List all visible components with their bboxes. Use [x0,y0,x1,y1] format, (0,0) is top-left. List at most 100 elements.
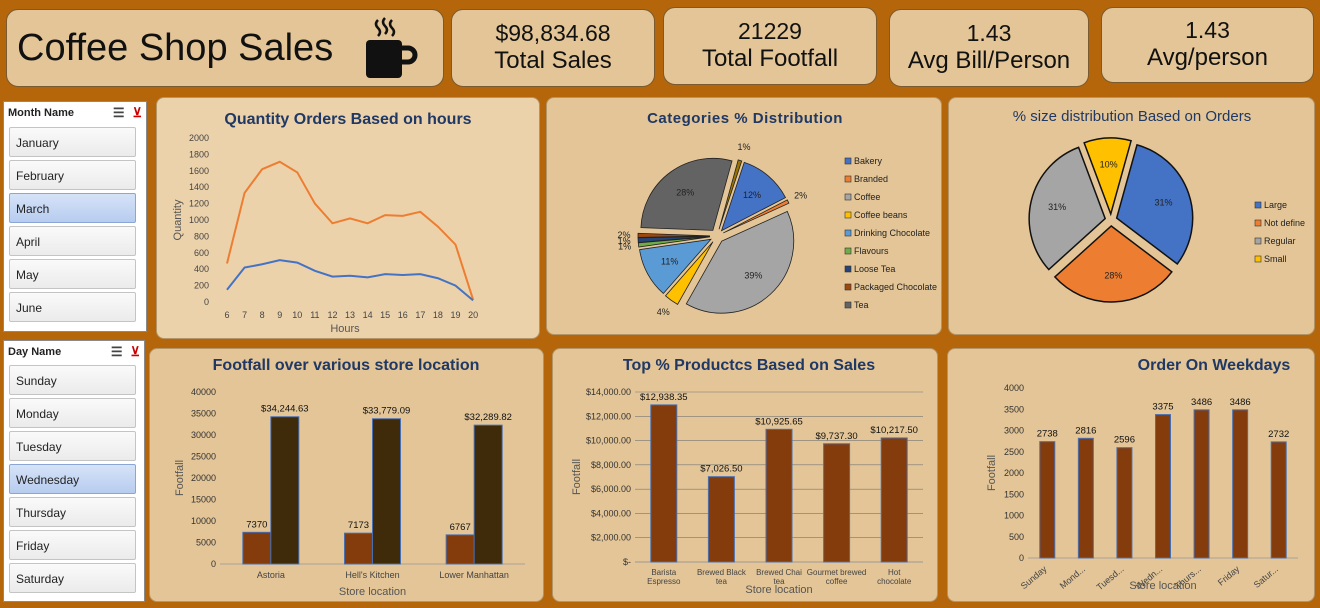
pie-slice [637,232,711,238]
data-label: 31% [1154,197,1172,207]
bar [823,443,851,563]
page-title: Coffee Shop Sales [17,26,334,69]
data-label: 2% [794,190,807,200]
x-tick-label: Barista [651,568,676,577]
multi-select-icon[interactable]: ☰ [112,105,125,120]
slicer-item-tuesday[interactable]: Tuesday [9,431,136,461]
legend-entry: Coffee [854,192,880,202]
y-tick-label: 2500 [1004,447,1024,457]
pie-slice [639,238,712,295]
clear-filter-icon[interactable]: ⊻ [132,105,142,120]
kpi-value: 1.43 [966,20,1012,47]
data-label: 2% [617,230,630,240]
slicer-item-june[interactable]: June [9,292,136,322]
pie-slice [640,157,733,231]
data-label: 12% [743,190,761,200]
data-label: 3375 [1152,402,1173,413]
y-tick-label: 1000 [1004,511,1024,521]
legend-swatch [1254,255,1262,263]
pie-slice [718,159,743,230]
y-tick-label: 1500 [1004,489,1024,499]
slicer-item-saturday[interactable]: Saturday [9,563,136,593]
x-tick-label: 10 [292,310,302,320]
x-tick-label: Mond... [1058,564,1087,591]
pie-slice [1028,146,1107,271]
slicer-item-may[interactable]: May [9,259,136,289]
x-tick-label: Astoria [257,570,285,580]
slicer-item-thursday[interactable]: Thursday [9,497,136,527]
legend-entry: Flavours [854,246,889,256]
legend-entry: Loose Tea [854,264,895,274]
kpi-avg-person: 1.43 Avg/person [1101,7,1314,83]
legend-swatch [844,229,852,237]
chart-title: Footfall over various store location [213,357,480,374]
data-label: 31% [1048,202,1066,212]
y-tick-label: 1000 [189,215,209,225]
y-tick-label: 35000 [191,409,216,419]
legend-swatch [844,265,852,273]
slicer-item-march[interactable]: March [9,193,136,223]
clear-filter-icon[interactable]: ⊻ [130,344,140,359]
x-axis-label: Hours [330,323,360,335]
slicer-item-friday[interactable]: Friday [9,530,136,560]
data-label: 7370 [246,519,267,530]
x-tick-label: 6 [224,310,229,320]
slicer-item-april[interactable]: April [9,226,136,256]
y-axis-label: Quantity [172,199,184,240]
kpi-label: Avg Bill/Person [907,46,1071,74]
title-card: Coffee Shop Sales [6,9,444,87]
legend-swatch [844,193,852,201]
categories-pie-chart: Categories % Distribution 12% 2% 39% 4% 11% 1%… [617,110,937,317]
y-tick-label: 600 [194,248,209,258]
legend-entry: Bakery [854,156,883,166]
legend-entry: Regular [1264,236,1296,246]
slicer-title: Month Name [8,107,74,119]
data-label: 1% [738,142,751,152]
slicer-item-february[interactable]: February [9,160,136,190]
x-axis-label: Store location [1129,580,1196,592]
pie-slice [1053,225,1173,303]
slicer-item-wednesday[interactable]: Wednesday [9,464,136,494]
y-tick-label: 1600 [189,166,209,176]
chart-title: Top % Productcs Based on Sales [623,357,875,374]
slicer-item-sunday[interactable]: Sunday [9,365,136,395]
x-tick-label: Hot [888,568,901,577]
kpi-label: Total Footfall [701,44,839,72]
legend-swatch [1254,201,1262,209]
x-tick-label: 20 [468,310,478,320]
data-label: 2596 [1114,435,1135,446]
y-tick-label: 25000 [191,452,216,462]
y-tick-label: 40000 [191,387,216,397]
kpi-value: $98,834.68 [495,20,611,47]
bar [707,476,735,563]
slicer-item-monday[interactable]: Monday [9,398,136,428]
x-tick-label: 7 [242,310,247,320]
chart-title: Order On Weekdays [1138,357,1291,374]
data-label: $32,289.82 [464,412,512,423]
pie-slice [664,241,714,305]
y-tick-label: 4000 [1004,383,1024,393]
legend-swatch [844,157,852,165]
legend-entry: Drinking Chocolate [854,228,930,238]
y-tick-label: $2,000.00 [591,533,631,543]
x-tick-label: tea [716,577,728,586]
pie-slice [1115,143,1194,265]
footfall-chart-panel: Footfall over various store location 0 500… [149,348,544,602]
weekdays-bar-chart: Order On Weekdays 0 500 1000 1500 2000 2500 300… [986,357,1298,592]
slicer-item-january[interactable]: January [9,127,136,157]
legend-swatch [844,301,852,309]
series-line-1 [226,160,475,300]
multi-select-icon[interactable]: ☰ [110,344,123,359]
legend-entry: Small [1264,254,1287,264]
size-pie-chart: % size distribution Based on Orders 31% 28… [1013,108,1305,303]
slicer-title: Day Name [8,346,62,358]
bar [1077,437,1094,559]
y-tick-label: 0 [1019,553,1024,563]
x-tick-label: Sunday [1019,564,1049,592]
x-tick-label: 17 [415,310,425,320]
bar [445,534,475,565]
size-chart-panel: % size distribution Based on Orders 31% 28… [948,97,1315,335]
data-label: 10% [1100,160,1118,170]
x-tick-label: Lower Manhattan [439,570,509,580]
y-tick-label: 500 [1009,532,1024,542]
